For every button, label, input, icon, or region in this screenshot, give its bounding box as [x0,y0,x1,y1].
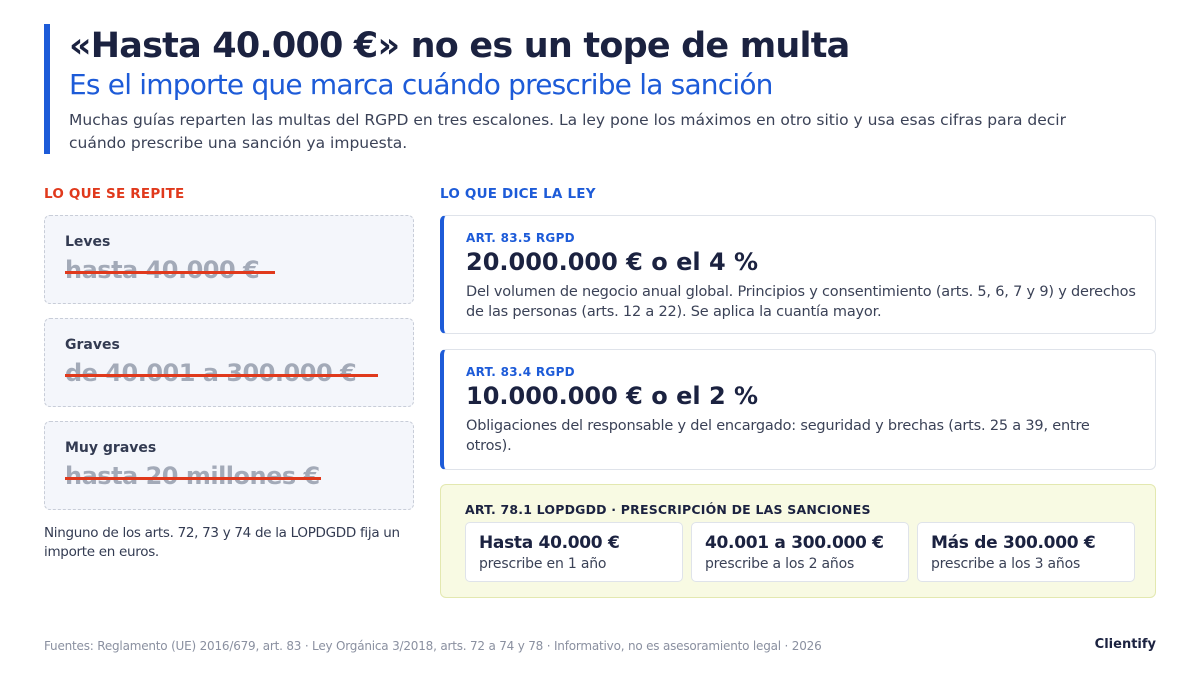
myths-note: Ninguno de los arts. 72, 73 y 74 de la L… [44,525,400,560]
prescription-tag: ART. 78.1 LOPDGDD · PRESCRIPCIÓN DE LAS … [465,502,871,517]
law-amount: 20.000.000 € o el 4 % [466,248,759,276]
law-amount: 10.000.000 € o el 2 % [466,382,759,410]
prescription-term: prescribe en 1 año [479,556,607,572]
page-subtitle: Es el importe que marca cuándo prescribe… [69,68,773,101]
prescription-amount: 40.001 a 300.000 € [705,533,884,553]
law-article-tag: ART. 83.4 RGPD [466,365,575,379]
myth-name: Muy graves [65,440,157,456]
intro-text: Muchas guías reparten las multas del RGP… [69,111,1066,152]
myth-value: hasta 40.000 € [65,256,260,284]
law-card-83-5: ART. 83.5 RGPD 20.000.000 € o el 4 % Del… [440,215,1156,334]
law-card-83-4: ART. 83.4 RGPD 10.000.000 € o el 2 % Obl… [440,349,1156,470]
myth-name: Leves [65,234,111,250]
prescription-card: Más de 300.000 € prescribe a los 3 años [917,522,1135,582]
myths-label: LO QUE SE REPITE [44,186,185,202]
myth-card-muy-graves: Muy graves hasta 20 millones € [44,421,414,510]
prescription-card: Hasta 40.000 € prescribe en 1 año [465,522,683,582]
prescription-term: prescribe a los 2 años [705,556,855,572]
myth-value: hasta 20 millones € [65,462,320,490]
law-description: Obligaciones del responsable y del encar… [466,418,1090,454]
prescription-panel: ART. 78.1 LOPDGDD · PRESCRIPCIÓN DE LAS … [440,484,1156,598]
myth-value: de 40.001 a 300.000 € [65,359,357,387]
strikethrough-line [65,374,378,377]
footer-sources: Fuentes: Reglamento (UE) 2016/679, art. … [44,639,822,653]
prescription-amount: Hasta 40.000 € [479,533,620,553]
prescription-card: 40.001 a 300.000 € prescribe a los 2 año… [691,522,909,582]
myth-name: Graves [65,337,120,353]
header: «Hasta 40.000 €» no es un tope de multa … [44,24,1164,154]
prescription-amount: Más de 300.000 € [931,533,1096,553]
myth-card-leves: Leves hasta 40.000 € [44,215,414,304]
law-label: LO QUE DICE LA LEY [440,186,596,202]
law-article-tag: ART. 83.5 RGPD [466,231,575,245]
strikethrough-line [65,477,321,480]
law-description: Del volumen de negocio anual global. Pri… [466,284,1136,320]
myth-card-graves: Graves de 40.001 a 300.000 € [44,318,414,407]
strikethrough-line [65,271,275,274]
prescription-term: prescribe a los 3 años [931,556,1081,572]
brand-logo: Clientify [1094,637,1156,652]
page-title: «Hasta 40.000 €» no es un tope de multa [69,26,850,66]
